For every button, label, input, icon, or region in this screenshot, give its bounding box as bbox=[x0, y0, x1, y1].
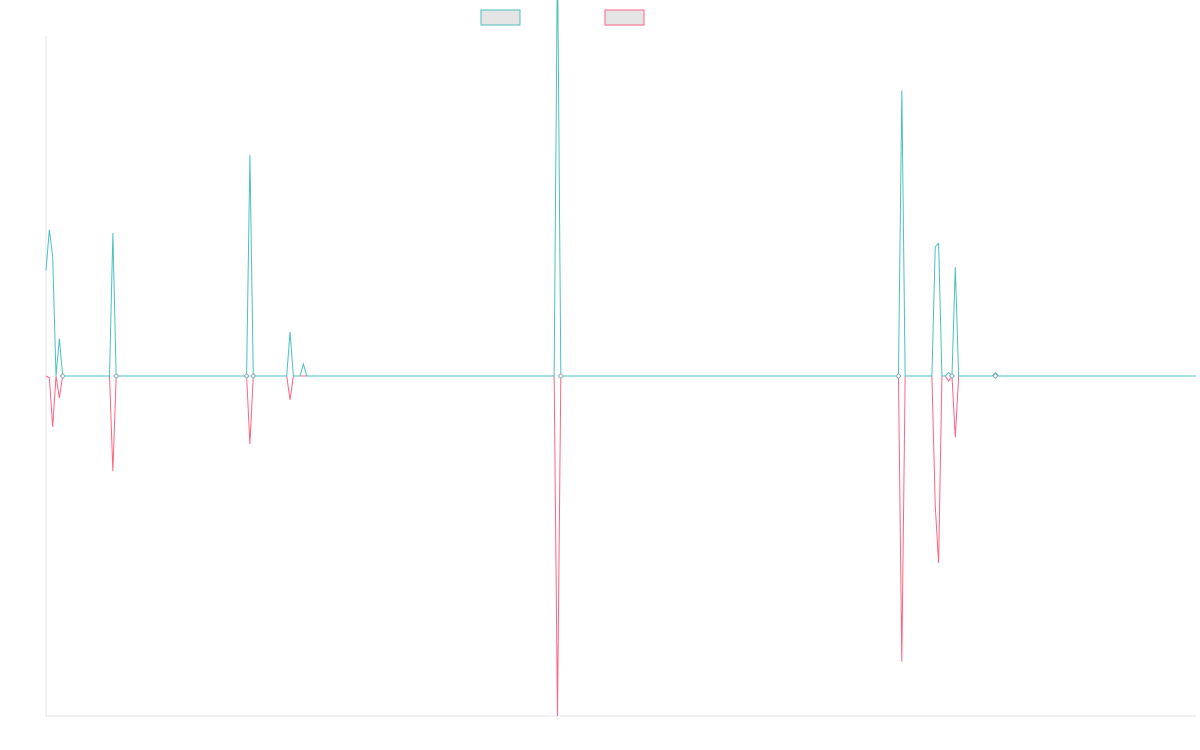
legend bbox=[480, 9, 645, 26]
data-point bbox=[243, 372, 250, 380]
data-point bbox=[992, 372, 999, 380]
data-point bbox=[112, 372, 120, 380]
data-point bbox=[895, 372, 902, 380]
data-point bbox=[948, 372, 956, 380]
data-point bbox=[557, 372, 565, 380]
legend-item[interactable] bbox=[604, 9, 645, 26]
legend-swatch bbox=[480, 9, 521, 26]
legend-swatch bbox=[604, 9, 645, 26]
data-point bbox=[250, 372, 257, 380]
series-line bbox=[45, 0, 1196, 378]
data-point bbox=[59, 372, 66, 380]
series-layer bbox=[45, 0, 1196, 717]
legend-item[interactable] bbox=[480, 9, 521, 26]
series-line bbox=[45, 374, 1196, 717]
